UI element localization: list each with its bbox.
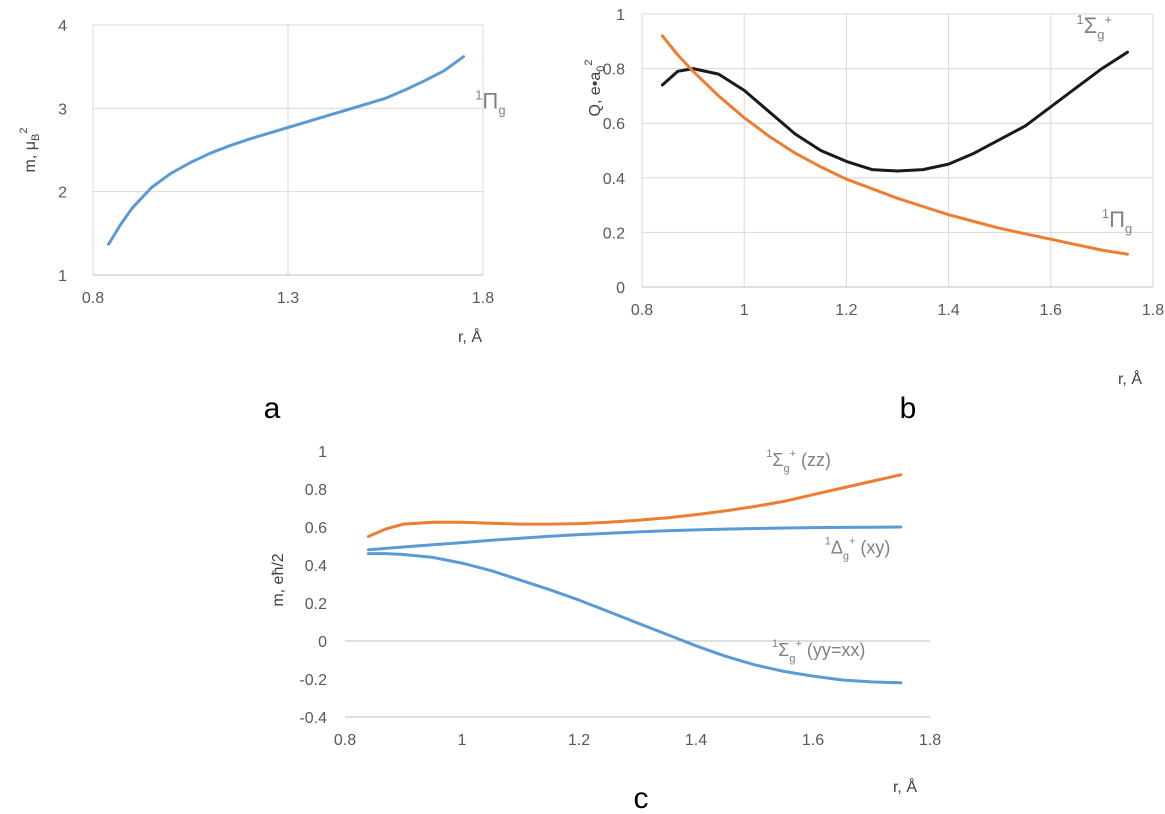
- series-line-2: [660, 34, 1129, 256]
- label-base: Π: [1109, 207, 1125, 232]
- y-tick-label: 1: [58, 268, 67, 285]
- series-label-2: 1Δg+ (xy): [825, 536, 891, 563]
- y-tick-label: 4: [58, 18, 67, 35]
- label-sup: 1: [825, 536, 831, 548]
- y-tick-label: 1: [616, 7, 625, 24]
- y-tick-label: 0.8: [603, 62, 625, 79]
- panel-letter-b: b: [900, 392, 917, 425]
- label-sub: g: [498, 102, 505, 117]
- label-sup: 1: [475, 87, 482, 102]
- label-sub: g: [789, 653, 795, 665]
- y-axis-label: m, eħ/2: [270, 553, 287, 606]
- x-tick-label: 1.2: [835, 302, 857, 319]
- series-line-1: [366, 473, 903, 538]
- y-tick-label: -0.4: [299, 710, 327, 727]
- y-tick-label: 0.8: [305, 482, 327, 499]
- y-tick-label: 0.6: [305, 520, 327, 537]
- x-axis-label: r, Å: [1118, 369, 1142, 388]
- label-base: Σ: [778, 640, 789, 660]
- y-axis-label: Q, e•a02: [583, 60, 607, 117]
- label-sub: g: [843, 551, 849, 563]
- y-axis-label-sup: 2: [18, 128, 30, 134]
- label-sub: g: [783, 463, 789, 475]
- label-sup: 1: [1076, 12, 1083, 27]
- y-tick-label: 0.6: [603, 116, 625, 133]
- y-tick-label: 2: [58, 185, 67, 202]
- x-tick-label: 1.4: [685, 732, 707, 749]
- chart-panel-c: -0.4 -0.2 0 0.2 0.4 0.6 0.8 1 0.8 1 1.2 1.4 1.6 1.8 r,…: [270, 444, 941, 796]
- label-base: Σ: [1084, 13, 1098, 38]
- series-line-3: [366, 552, 903, 685]
- label-sup2: +: [790, 448, 796, 460]
- x-tick-label: 0.8: [631, 302, 653, 319]
- label-sup2: +: [849, 536, 855, 548]
- x-tick-label: 1.8: [1142, 302, 1164, 319]
- x-axis-label: r, Å: [458, 327, 482, 346]
- x-tick-label: 0.8: [82, 290, 104, 307]
- x-tick-label: 1.3: [277, 290, 299, 307]
- series-line-1: [107, 55, 465, 246]
- label-base: Σ: [772, 450, 783, 470]
- y-axis-label: m, μB2: [18, 128, 42, 173]
- label-tail: (yy=xx): [802, 640, 866, 660]
- y-tick-label: 0: [318, 634, 327, 651]
- x-tick-label: 1.8: [919, 732, 941, 749]
- y-tick-label: 0.4: [305, 558, 327, 575]
- label-tail: (xy): [855, 538, 890, 558]
- x-tick-label: 1: [740, 302, 749, 319]
- panel-letter-a: a: [264, 392, 281, 425]
- label-base: Δ: [831, 538, 843, 558]
- label-sup2: +: [795, 638, 801, 650]
- y-tick-label: 0.2: [305, 596, 327, 613]
- label-sub: g: [1125, 221, 1132, 236]
- y-axis-label-sup: 2: [583, 60, 595, 66]
- y-axis-label-sub: B: [30, 134, 42, 141]
- series-label-2: 1Πg: [1102, 206, 1132, 236]
- y-tick-label: -0.2: [299, 672, 327, 689]
- y-tick-label: 0.4: [603, 171, 625, 188]
- y-axis-label-base: Q, e•a: [587, 72, 604, 117]
- series-line-1: [660, 50, 1129, 173]
- y-tick-label: 0: [616, 280, 625, 297]
- series-label-1: 1Σg+: [1076, 12, 1112, 42]
- x-axis-label: r, Å: [893, 777, 917, 796]
- x-tick-label: 0.8: [334, 732, 356, 749]
- label-sup2: +: [1104, 12, 1112, 27]
- chart-panel-b: 0 0.2 0.4 0.6 0.8 1 0.8 1 1.2 1.4 1.6 1.8 r, Å Q, e•a…: [583, 7, 1164, 388]
- x-tick-label: 1.4: [937, 302, 959, 319]
- label-sup: 1: [766, 448, 772, 460]
- series-label-3: 1Σg+ (yy=xx): [772, 638, 865, 665]
- y-axis-label-sub: 0: [595, 66, 607, 72]
- panel-letter-c: c: [634, 782, 649, 814]
- x-tick-label: 1.8: [472, 290, 494, 307]
- label-sup: 1: [772, 638, 778, 650]
- label-base: Π: [482, 88, 498, 113]
- y-tick-label: 3: [58, 101, 67, 118]
- series-label-1: 1Πg: [475, 87, 505, 117]
- x-tick-label: 1.2: [568, 732, 590, 749]
- y-tick-label: 0.2: [603, 225, 625, 242]
- x-tick-label: 1.6: [802, 732, 824, 749]
- series-line-2: [366, 525, 903, 552]
- series-label-1: 1Σg+ (zz): [766, 448, 831, 475]
- label-sub: g: [1097, 27, 1104, 42]
- label-sup: 1: [1102, 206, 1109, 221]
- y-axis-label-base: m, μ: [22, 141, 39, 172]
- x-tick-label: 1.6: [1040, 302, 1062, 319]
- y-tick-label: 1: [318, 444, 327, 461]
- label-tail: (zz): [796, 450, 831, 470]
- x-tick-label: 1: [458, 732, 467, 749]
